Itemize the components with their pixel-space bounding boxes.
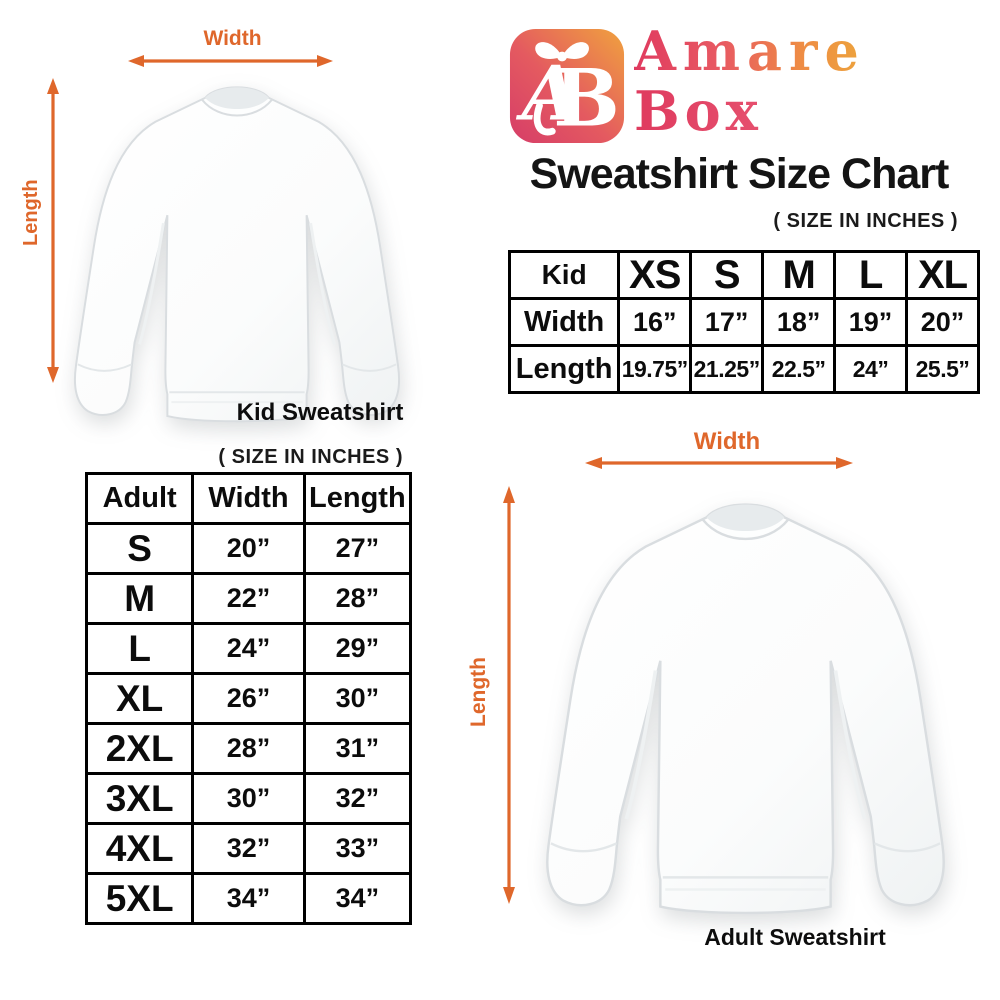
adult-table-header-cell: Adult [84, 472, 195, 525]
kid-table-header-row: Kid XS S M L XL [507, 250, 980, 300]
adult-length-cell: 30” [302, 672, 413, 725]
adult-size-cell: 3XL [84, 772, 195, 825]
kid-length-value: 21.25” [689, 344, 765, 394]
kid-length-row-label: Length [507, 344, 621, 394]
kid-width-label: Width [203, 27, 262, 50]
adult-table-row: 5XL 34” 34” [84, 872, 413, 925]
adult-width-label: Width [693, 428, 761, 455]
adult-length-cell: 29” [302, 622, 413, 675]
adult-size-note: ( SIZE IN INCHES ) [218, 446, 403, 468]
adult-length-cell: 34” [302, 872, 413, 925]
kid-table-size-header: S [689, 250, 765, 300]
brand-name-bottom: Box [634, 79, 763, 143]
adult-table-row: XL 26” 30” [84, 672, 413, 725]
adult-size-cell: 5XL [84, 872, 195, 925]
kid-size-table: Kid XS S M L XL Width 16” 17” 18” 19” 20… [507, 250, 980, 394]
adult-size-table: Adult Width Length S 20” 27” M 22” 28” L… [84, 472, 413, 925]
adult-length-cell: 28” [302, 572, 413, 625]
adult-width-cell: 32” [191, 822, 306, 875]
kid-table-size-header: XL [905, 250, 980, 300]
adult-table-header-row: Adult Width Length [84, 472, 413, 525]
adult-table-row: 3XL 30” 32” [84, 772, 413, 825]
adult-length-cell: 31” [302, 722, 413, 775]
kid-size-note: ( SIZE IN INCHES ) [773, 210, 958, 232]
adult-table-row: L 24” 29” [84, 622, 413, 675]
svg-text:B: B [553, 51, 619, 144]
adult-width-cell: 22” [191, 572, 306, 625]
amarebox-logo-icon: A B [509, 28, 625, 144]
adult-table-header-cell: Length [302, 472, 413, 525]
kid-length-value: 22.5” [761, 344, 837, 394]
kid-width-value: 20” [905, 297, 980, 347]
kid-table-size-header: L [833, 250, 909, 300]
svg-text:A: A [516, 49, 580, 137]
adult-width-arrow [585, 455, 853, 471]
kid-figure-caption: Kid Sweatshirt [236, 399, 404, 426]
adult-width-cell: 26” [191, 672, 306, 725]
kid-width-value: 17” [689, 297, 765, 347]
adult-width-cell: 24” [191, 622, 306, 675]
page-title: Sweatshirt Size Chart [529, 150, 950, 198]
adult-table-row: M 22” 28” [84, 572, 413, 625]
kid-width-value: 18” [761, 297, 837, 347]
kid-length-value: 25.5” [905, 344, 980, 394]
kid-width-value: 19” [833, 297, 909, 347]
adult-length-arrow [501, 486, 517, 904]
kid-length-label: Length [20, 179, 42, 247]
kid-length-value: 24” [833, 344, 909, 394]
adult-size-cell: 4XL [84, 822, 195, 875]
adult-size-cell: L [84, 622, 195, 675]
adult-size-cell: S [84, 522, 195, 575]
adult-length-cell: 27” [302, 522, 413, 575]
kid-sweatshirt-photo [73, 85, 401, 423]
adult-figure-caption: Adult Sweatshirt [704, 924, 886, 950]
kid-width-value: 16” [617, 297, 693, 347]
kid-table-size-header: XS [617, 250, 693, 300]
adult-width-cell: 28” [191, 722, 306, 775]
adult-size-cell: 2XL [84, 722, 195, 775]
adult-length-cell: 32” [302, 772, 413, 825]
kid-table-width-row: Width 16” 17” 18” 19” 20” [507, 297, 980, 347]
brand-name-top: Amare [634, 19, 866, 83]
adult-table-row: S 20” 27” [84, 522, 413, 575]
kid-length-arrow [45, 78, 61, 383]
kid-table-length-row: Length 19.75” 21.25” 22.5” 24” 25.5” [507, 344, 980, 394]
adult-length-cell: 33” [302, 822, 413, 875]
kid-length-value: 19.75” [617, 344, 693, 394]
kid-width-arrow [128, 53, 333, 69]
adult-table-row: 2XL 28” 31” [84, 722, 413, 775]
adult-table-row: 4XL 32” 33” [84, 822, 413, 875]
adult-sweatshirt-photo [545, 502, 946, 915]
adult-width-cell: 20” [191, 522, 306, 575]
kid-table-size-header: M [761, 250, 837, 300]
adult-size-cell: M [84, 572, 195, 625]
kid-width-row-label: Width [507, 297, 621, 347]
adult-table-header-cell: Width [191, 472, 306, 525]
adult-length-label: Length [467, 657, 490, 727]
adult-size-cell: XL [84, 672, 195, 725]
adult-width-cell: 34” [191, 872, 306, 925]
kid-table-corner-cell: Kid [507, 250, 621, 300]
adult-width-cell: 30” [191, 772, 306, 825]
